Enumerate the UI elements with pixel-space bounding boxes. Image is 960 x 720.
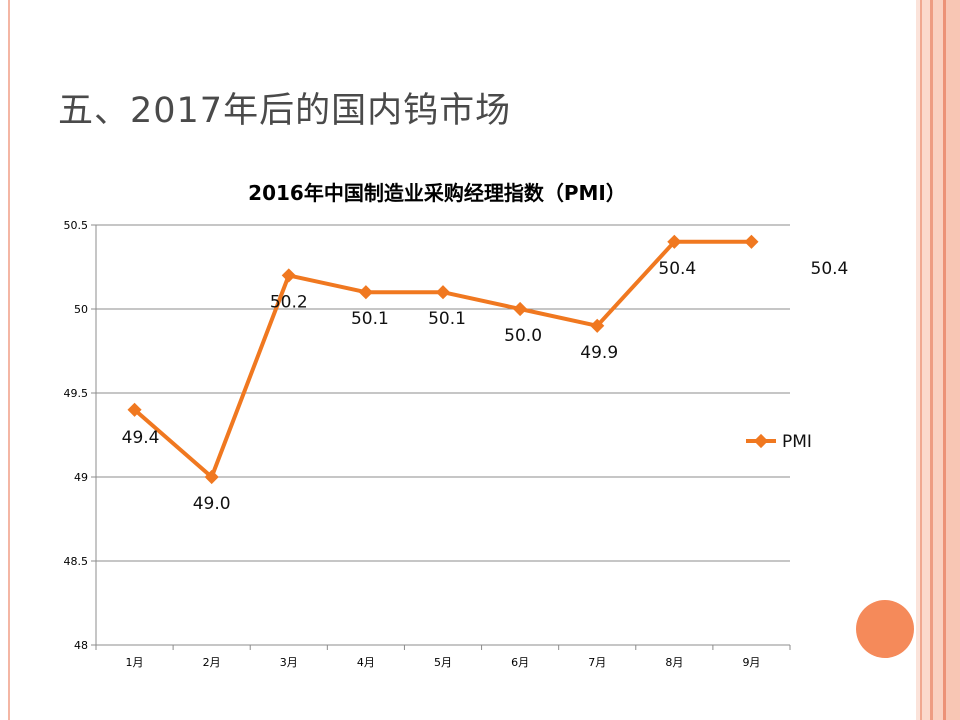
legend-marker-swatch	[753, 433, 769, 449]
data-label: 49.9	[580, 343, 618, 363]
slide-title: 五、2017年后的国内钨市场	[58, 91, 512, 131]
data-label: 50.4	[658, 259, 696, 279]
chart-legend: PMI	[746, 432, 812, 452]
x-tick-label: 6月	[511, 656, 529, 669]
x-tick-label: 1月	[126, 656, 144, 669]
x-tick-label: 2月	[203, 656, 221, 669]
x-tick-label: 4月	[357, 656, 375, 669]
decorative-circle	[856, 600, 914, 658]
data-label: 49.0	[193, 494, 231, 514]
data-label: 50.4	[811, 259, 849, 279]
y-tick-label: 50.5	[64, 219, 89, 232]
chart-title: 2016年中国制造业采购经理指数（PMI）	[248, 181, 626, 205]
data-label: 50.1	[428, 309, 466, 329]
y-tick-label: 48.5	[64, 555, 89, 568]
data-point-marker	[513, 301, 528, 317]
x-tick-label: 8月	[665, 656, 683, 669]
data-point-marker	[744, 234, 759, 249]
x-tick-label: 9月	[742, 656, 760, 669]
x-tick-label: 5月	[434, 656, 452, 669]
data-label: 49.4	[122, 428, 160, 448]
x-tick-label: 7月	[588, 656, 606, 669]
data-point-marker	[435, 285, 451, 300]
x-tick-label: 3月	[280, 656, 298, 669]
y-axis-ticks: 48 48.5 49 49.5 50 50.5	[64, 219, 89, 652]
chart-axes	[91, 224, 791, 650]
left-frame-line	[8, 0, 10, 720]
y-tick-label: 49	[74, 471, 88, 484]
data-point-marker	[590, 318, 605, 333]
y-tick-label: 48	[74, 639, 88, 652]
y-tick-label: 50	[74, 303, 88, 316]
legend-label-pmi: PMI	[782, 432, 812, 452]
data-label: 50.0	[504, 326, 542, 346]
data-label: 50.2	[270, 292, 308, 312]
data-point-marker	[358, 285, 373, 300]
x-axis-ticks: 1月 2月 3月 4月 5月 6月 7月 8月 9月	[126, 656, 761, 669]
data-point-marker	[127, 402, 142, 417]
side-decoration-stripes	[916, 0, 960, 720]
y-tick-label: 49.5	[64, 387, 89, 400]
data-point-marker	[204, 469, 219, 485]
data-labels: 49.4 49.0 50.2 50.1 50.1 50.0 49.9 50.4 50.4	[122, 259, 849, 514]
data-point-marker	[667, 234, 682, 249]
series-pmi	[127, 234, 759, 485]
data-point-marker	[281, 268, 296, 283]
chart-gridlines	[96, 224, 790, 562]
data-label: 50.1	[351, 309, 389, 329]
